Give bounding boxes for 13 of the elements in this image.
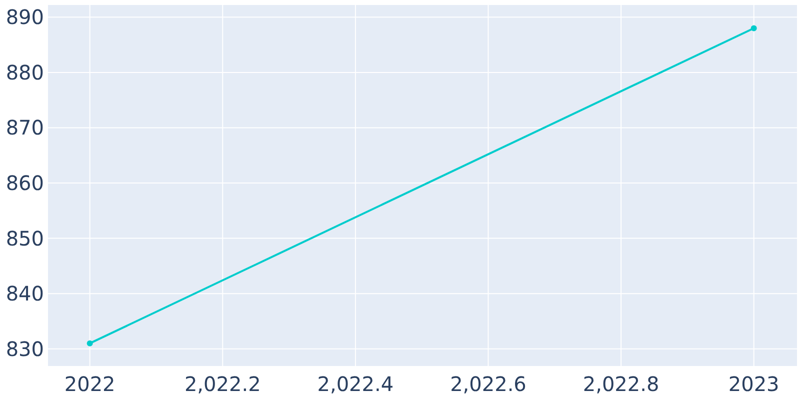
y-tick-label: 890: [6, 5, 44, 30]
y-tick-label: 880: [6, 60, 44, 84]
y-tick-label: 870: [6, 116, 44, 140]
y-tick-label: 840: [6, 282, 44, 306]
y-tick-label: 860: [6, 171, 44, 196]
x-tick-label: 2023: [728, 372, 780, 396]
x-tick-label: 2022: [64, 372, 116, 396]
x-tick-label: 2,022.4: [317, 372, 394, 396]
x-tick-label: 2,022.6: [450, 372, 526, 396]
x-tick-label: 2,022.2: [184, 372, 261, 396]
y-tick-label: 850: [6, 226, 44, 250]
y-tick-label: 830: [6, 336, 44, 361]
x-tick-label: 2,022.8: [582, 372, 660, 396]
